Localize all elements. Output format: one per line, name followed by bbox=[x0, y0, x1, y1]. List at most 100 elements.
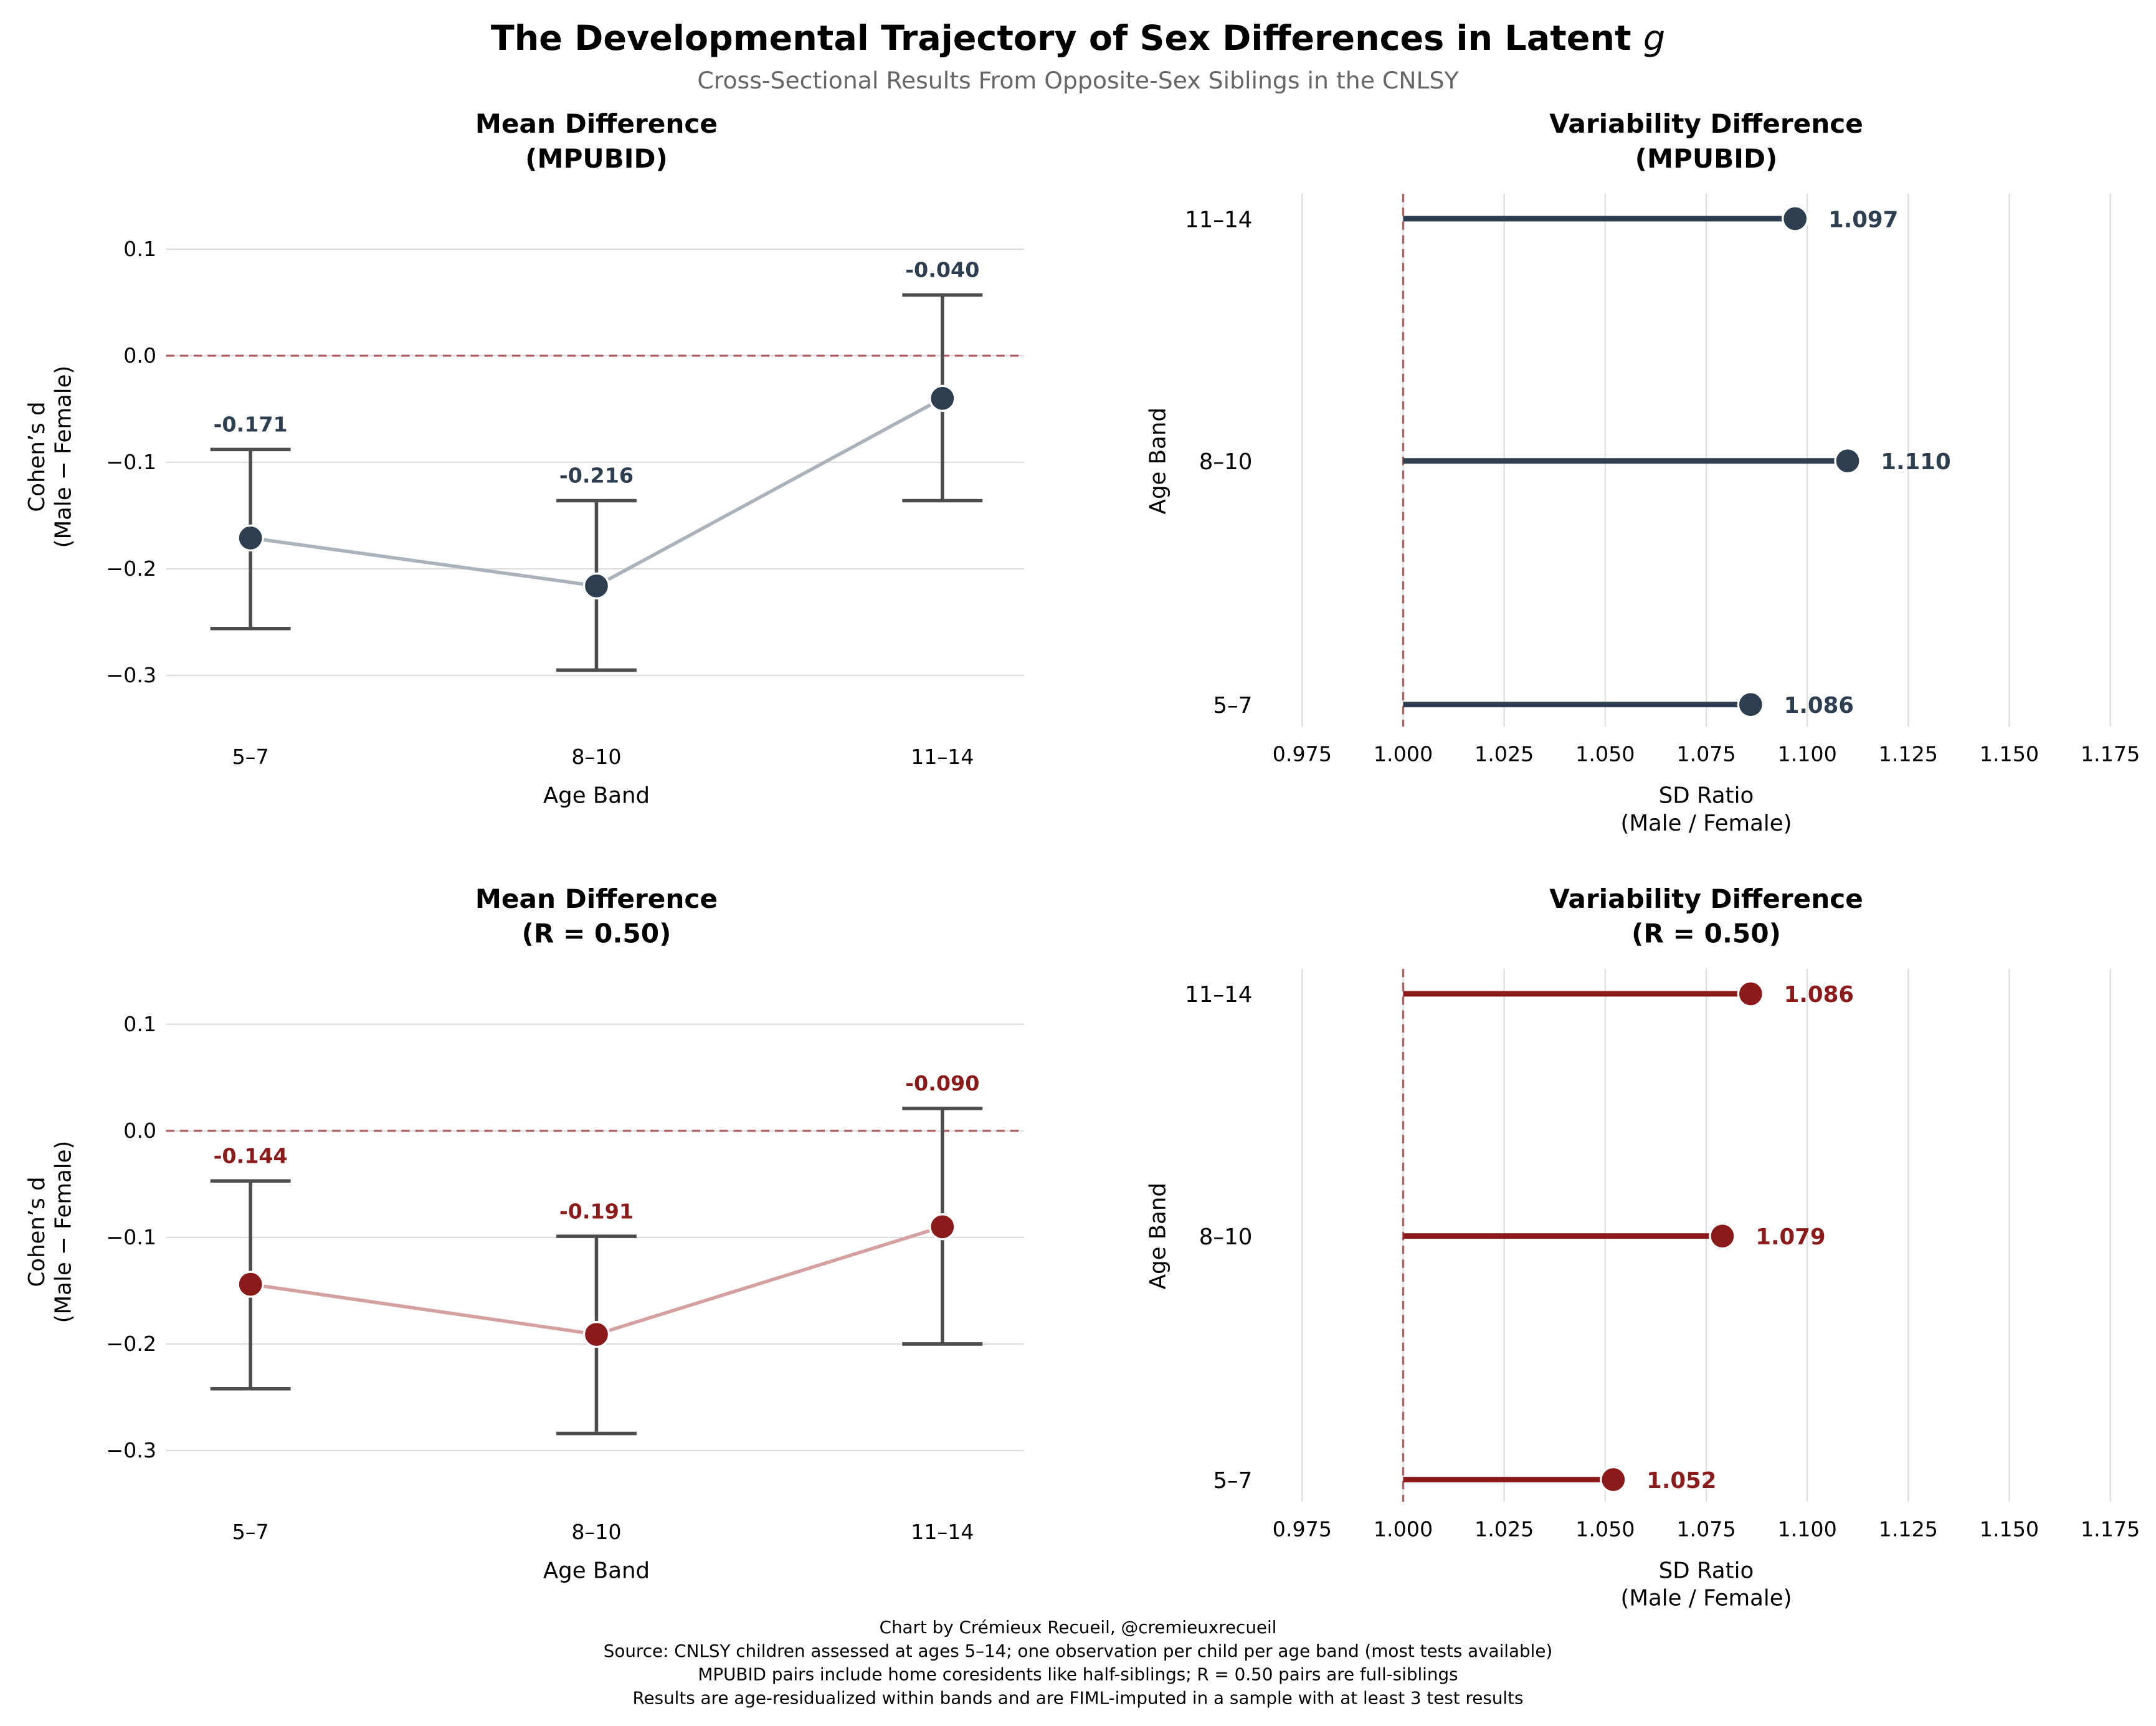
x-tick-label: 1.150 bbox=[1980, 742, 2039, 766]
x-tick-label: 1.075 bbox=[1676, 1517, 1736, 1542]
data-point bbox=[1709, 1222, 1736, 1250]
y-axis-label-line: Cohen’s d bbox=[24, 1176, 50, 1287]
x-axis-label-line: SD Ratio bbox=[1659, 1558, 1754, 1583]
footer-line: Chart by Crémieux Recueil, @cremieuxrecu… bbox=[880, 1617, 1277, 1638]
panel-title: (MPUBID) bbox=[525, 143, 668, 174]
panel-title: (R = 0.50) bbox=[522, 918, 672, 949]
data-point bbox=[237, 524, 264, 552]
panel-title: (MPUBID) bbox=[1635, 143, 1778, 174]
data-point bbox=[582, 1320, 610, 1348]
y-axis-label-line: (Male − Female) bbox=[50, 366, 76, 548]
x-tick-label: 1.125 bbox=[1879, 742, 1938, 766]
x-axis-label-line: SD Ratio bbox=[1659, 783, 1754, 808]
x-tick-label: 8–10 bbox=[571, 1520, 621, 1544]
x-tick-label: 1.175 bbox=[2081, 1517, 2140, 1542]
data-label: -0.216 bbox=[559, 464, 634, 488]
y-tick-label: 0.1 bbox=[123, 1012, 156, 1036]
data-point bbox=[1600, 1466, 1627, 1494]
panel-3: Variability Difference (R = 0.50) 0.975 1.0… bbox=[1145, 884, 2140, 1611]
y-tick-label: 0.1 bbox=[123, 237, 156, 261]
y-tick-label: 8–10 bbox=[1199, 1224, 1253, 1250]
data-label: -0.191 bbox=[559, 1199, 634, 1223]
figure-title-italic: g bbox=[1643, 18, 1665, 59]
y-axis-label: Cohen’s d(Male − Female) bbox=[24, 1141, 76, 1323]
x-tick-label: 1.150 bbox=[1980, 1517, 2039, 1542]
data-point bbox=[1737, 980, 1764, 1008]
panel-title: Mean Difference bbox=[475, 108, 718, 139]
x-tick-label: 1.025 bbox=[1475, 1517, 1534, 1542]
y-tick-label: −0.1 bbox=[106, 1225, 156, 1249]
panel-title: Variability Difference bbox=[1549, 108, 1863, 139]
footer-line: Results are age-residualized within band… bbox=[633, 1687, 1524, 1708]
x-tick-label: 1.025 bbox=[1475, 742, 1534, 766]
data-point bbox=[237, 1271, 264, 1298]
data-point bbox=[1737, 690, 1764, 718]
x-axis-label-line: (Male / Female) bbox=[1621, 811, 1792, 836]
data-label: 1.086 bbox=[1784, 982, 1854, 1008]
data-label: -0.040 bbox=[905, 258, 979, 282]
y-tick-label: 11–14 bbox=[1185, 982, 1252, 1008]
data-label: -0.171 bbox=[214, 412, 288, 437]
y-tick-label: −0.1 bbox=[106, 450, 156, 474]
data-point bbox=[1782, 205, 1809, 232]
footer: Chart by Crémieux Recueil, @cremieuxrecu… bbox=[604, 1617, 1552, 1708]
x-tick-label: 1.000 bbox=[1374, 742, 1433, 766]
y-axis-label: Age Band bbox=[1145, 1183, 1171, 1289]
y-tick-label: 0.0 bbox=[123, 1118, 156, 1143]
data-point bbox=[929, 1213, 956, 1241]
data-label: 1.052 bbox=[1646, 1468, 1716, 1494]
y-axis-label-line: (Male − Female) bbox=[50, 1141, 76, 1323]
x-tick-label: 1.050 bbox=[1575, 742, 1635, 766]
footer-line: Source: CNLSY children assessed at ages … bbox=[604, 1641, 1552, 1661]
figure-subtitle: Cross-Sectional Results From Opposite-Se… bbox=[697, 67, 1459, 94]
y-tick-label: −0.2 bbox=[106, 556, 156, 581]
data-label: 1.110 bbox=[1881, 449, 1950, 475]
y-tick-label: −0.3 bbox=[106, 1438, 156, 1462]
x-axis-label-line: (Male / Female) bbox=[1621, 1586, 1792, 1611]
data-label: -0.144 bbox=[214, 1143, 288, 1168]
x-tick-label: 0.975 bbox=[1273, 742, 1332, 766]
y-tick-label: 5–7 bbox=[1213, 1468, 1252, 1494]
footer-line: MPUBID pairs include home coresidents li… bbox=[698, 1664, 1458, 1685]
y-tick-label: 5–7 bbox=[1213, 693, 1252, 718]
x-tick-label: 5–7 bbox=[232, 745, 269, 769]
panel-title: (R = 0.50) bbox=[1631, 918, 1781, 949]
panel-title: Variability Difference bbox=[1549, 884, 1863, 914]
y-tick-label: 8–10 bbox=[1199, 449, 1253, 475]
x-axis-label: SD Ratio (Male / Female) bbox=[1621, 783, 1792, 836]
x-tick-label: 8–10 bbox=[571, 745, 621, 769]
x-axis-label: Age Band bbox=[543, 783, 650, 808]
y-tick-label: −0.2 bbox=[106, 1332, 156, 1356]
y-axis-label: Age Band bbox=[1145, 408, 1171, 514]
x-tick-label: 5–7 bbox=[232, 1520, 269, 1544]
panel-0: Mean Difference (MPUBID) 0.1 0.0 −0.1 −0.2 −0.… bbox=[24, 108, 1024, 808]
data-label: -0.090 bbox=[905, 1071, 979, 1095]
y-tick-label: 11–14 bbox=[1185, 207, 1252, 232]
y-tick-label: −0.3 bbox=[106, 663, 156, 687]
x-tick-label: 1.175 bbox=[2081, 742, 2140, 766]
data-label: 1.079 bbox=[1755, 1224, 1825, 1250]
figure-title: The Developmental Trajectory of Sex Diff… bbox=[491, 18, 1665, 59]
x-axis-label: Age Band bbox=[543, 1558, 650, 1583]
x-tick-label: 1.125 bbox=[1879, 1517, 1938, 1542]
y-axis-label: Cohen’s d(Male − Female) bbox=[24, 366, 76, 548]
panel-1: Variability Difference (MPUBID) 0.975 1.000… bbox=[1145, 108, 2140, 836]
y-axis-label-line: Cohen’s d bbox=[24, 401, 50, 512]
x-tick-label: 0.975 bbox=[1273, 1517, 1332, 1542]
x-tick-label: 11–14 bbox=[911, 1520, 974, 1544]
x-tick-label: 1.050 bbox=[1575, 1517, 1635, 1542]
x-axis-label: SD Ratio (Male / Female) bbox=[1621, 1558, 1792, 1611]
data-label: 1.086 bbox=[1784, 693, 1854, 718]
y-tick-label: 0.0 bbox=[123, 343, 156, 368]
data-point bbox=[1834, 447, 1861, 475]
x-tick-label: 1.100 bbox=[1777, 1517, 1836, 1542]
data-point bbox=[582, 572, 610, 599]
data-point bbox=[929, 384, 956, 412]
x-tick-label: 11–14 bbox=[911, 745, 974, 769]
panel-title: Mean Difference bbox=[475, 884, 718, 914]
panel-2: Mean Difference (R = 0.50) 0.1 0.0 −0.1 −0.2 −… bbox=[24, 884, 1024, 1583]
data-label: 1.097 bbox=[1828, 207, 1898, 232]
x-tick-label: 1.000 bbox=[1374, 1517, 1433, 1542]
x-tick-label: 1.075 bbox=[1676, 742, 1736, 766]
